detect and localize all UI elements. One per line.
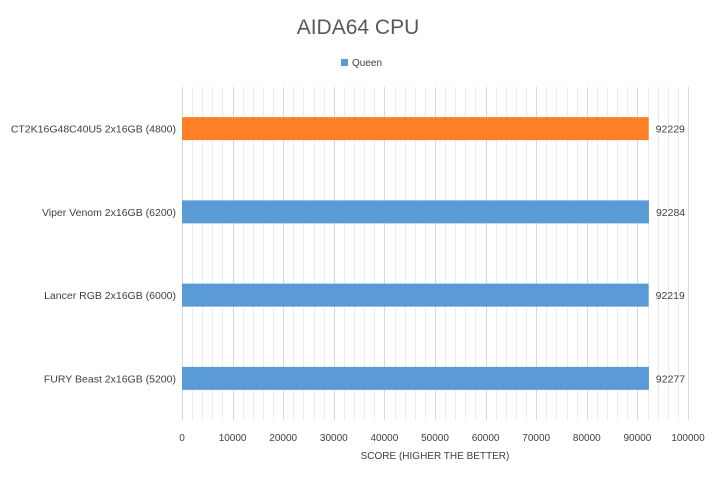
- data-labels: 92229 92284 92219 92277: [656, 124, 686, 386]
- category-label: Viper Venom 2x16GB (6200): [42, 207, 176, 219]
- x-tick-label: 70000: [522, 433, 550, 444]
- legend-label: Queen: [352, 58, 382, 69]
- x-tick-label: 90000: [623, 433, 651, 444]
- bar: [182, 200, 649, 224]
- category-labels: CT2K16G48C40U5 2x16GB (4800) Viper Venom …: [11, 124, 176, 386]
- data-label: 92277: [656, 373, 685, 385]
- bars: [182, 117, 649, 390]
- data-label: 92284: [656, 207, 685, 219]
- x-tick-label: 50000: [421, 433, 449, 444]
- grid: [182, 87, 689, 420]
- x-tick-labels: 0 10000 20000 30000 40000 50000 60000 70000 8000…: [179, 433, 705, 444]
- category-label: FURY Beast 2x16GB (5200): [44, 373, 176, 385]
- data-label: 92229: [656, 124, 685, 136]
- x-tick-label: 30000: [320, 433, 348, 444]
- x-tick-label: 0: [179, 433, 185, 444]
- legend-swatch: [341, 59, 348, 66]
- category-label: Lancer RGB 2x16GB (6000): [44, 290, 176, 302]
- x-tick-label: 20000: [269, 433, 297, 444]
- x-tick-label: 40000: [370, 433, 398, 444]
- data-label: 92219: [656, 290, 685, 302]
- x-tick-label: 10000: [219, 433, 247, 444]
- legend: Queen: [341, 58, 382, 69]
- x-tick-label: 80000: [573, 433, 601, 444]
- x-tick-label: 60000: [472, 433, 500, 444]
- bar: [182, 283, 649, 307]
- bar: [182, 117, 649, 141]
- chart-title: AIDA64 CPU: [297, 16, 420, 39]
- category-label: CT2K16G48C40U5 2x16GB (4800): [11, 124, 176, 136]
- x-axis-title: SCORE (HIGHER THE BETTER): [361, 451, 510, 462]
- bar: [182, 366, 649, 390]
- x-tick-label: 100000: [671, 433, 705, 444]
